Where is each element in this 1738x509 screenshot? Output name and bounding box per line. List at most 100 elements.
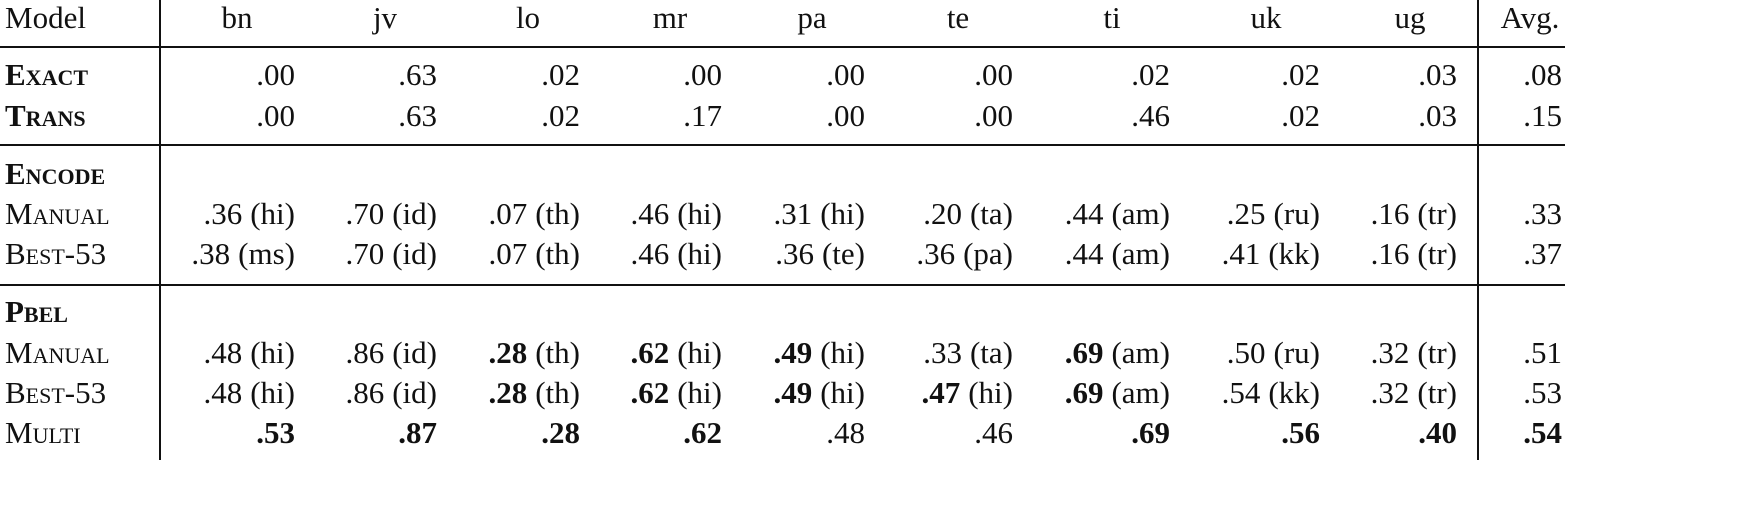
section-title: Pbel xyxy=(5,294,68,329)
model-name: Best-53 xyxy=(5,375,107,410)
cell-value: .46 xyxy=(974,415,1013,450)
cell-value: .17 xyxy=(683,98,722,133)
cell-language: (ru) xyxy=(1273,335,1320,370)
cell-language: (hi) xyxy=(677,375,722,410)
score-cell: .46 (hi) xyxy=(630,234,722,274)
score-cell: .69 (am) xyxy=(1065,373,1170,413)
cell-value: .44 xyxy=(1064,196,1104,231)
cell-language: (am) xyxy=(1111,335,1170,370)
model-name: Manual xyxy=(5,335,110,370)
vertical-rule xyxy=(1477,0,1479,460)
column-header: Avg. xyxy=(1500,0,1560,35)
score-cell: .07 (th) xyxy=(488,194,580,234)
cell-value: .63 xyxy=(398,98,437,133)
score-cell: .41 (kk) xyxy=(1222,234,1320,274)
score-cell: .25 (ru) xyxy=(1227,194,1320,234)
score-cell: .00 xyxy=(974,55,1013,95)
cell-value: .53 xyxy=(1523,375,1562,410)
cell-language: (id) xyxy=(392,236,437,271)
score-cell: .62 (hi) xyxy=(630,333,722,373)
cell-value: .40 xyxy=(1418,415,1457,450)
model-name: Best-53 xyxy=(5,236,107,271)
cell-value: .56 xyxy=(1281,415,1320,450)
column-header: lo xyxy=(515,0,541,35)
cell-value: .28 xyxy=(488,375,528,410)
average-cell: .33 xyxy=(1523,194,1562,234)
horizontal-rule xyxy=(0,46,1565,48)
score-cell: .48 xyxy=(826,413,865,453)
score-cell: .07 (th) xyxy=(488,234,580,274)
cell-value: .36 xyxy=(916,236,956,271)
cell-value: .07 xyxy=(488,196,528,231)
cell-value: .69 xyxy=(1064,335,1104,370)
cell-value: .36 xyxy=(203,196,243,231)
cell-language: (hi) xyxy=(968,375,1013,410)
cell-value: .25 xyxy=(1226,196,1266,231)
cell-value: .48 xyxy=(203,335,243,370)
average-cell: .54 xyxy=(1523,413,1562,453)
cell-language: (th) xyxy=(535,375,580,410)
cell-value: .86 xyxy=(345,335,385,370)
score-cell: .87 xyxy=(398,413,437,453)
cell-language: (am) xyxy=(1111,375,1170,410)
cell-language: (ms) xyxy=(238,236,295,271)
column-header: jv xyxy=(372,0,398,35)
cell-value: .53 xyxy=(256,415,295,450)
average-cell: .08 xyxy=(1523,55,1562,95)
model-name: Multi xyxy=(5,415,81,450)
cell-value: .54 xyxy=(1221,375,1261,410)
score-cell: .00 xyxy=(683,55,722,95)
cell-language: (kk) xyxy=(1268,375,1320,410)
score-cell: .03 xyxy=(1418,55,1457,95)
cell-value: .07 xyxy=(488,236,528,271)
cell-language: (ta) xyxy=(969,335,1013,370)
score-cell: .53 xyxy=(256,413,295,453)
cell-language: (kk) xyxy=(1268,236,1320,271)
model-name: Trans xyxy=(5,98,86,133)
cell-language: (pa) xyxy=(963,236,1013,271)
cell-language: (ru) xyxy=(1273,196,1320,231)
score-cell: .70 (id) xyxy=(345,194,437,234)
cell-value: .02 xyxy=(1281,57,1320,92)
cell-value: .37 xyxy=(1523,236,1562,271)
cell-value: .00 xyxy=(826,98,865,133)
cell-language: (hi) xyxy=(250,196,295,231)
cell-value: .32 xyxy=(1370,335,1410,370)
score-cell: .40 xyxy=(1418,413,1457,453)
cell-value: .16 xyxy=(1370,236,1410,271)
score-cell: .36 (hi) xyxy=(203,194,295,234)
cell-value: .51 xyxy=(1523,335,1562,370)
cell-value: .36 xyxy=(775,236,814,271)
score-cell: .02 xyxy=(541,55,580,95)
cell-value: .02 xyxy=(1281,98,1320,133)
cell-value: .70 xyxy=(345,236,385,271)
cell-value: .49 xyxy=(773,335,813,370)
score-cell: .36 (te) xyxy=(775,234,865,274)
average-cell: .15 xyxy=(1523,96,1562,136)
score-cell: .36 (pa) xyxy=(916,234,1013,274)
cell-language: (id) xyxy=(392,335,437,370)
score-cell: .03 xyxy=(1418,96,1457,136)
cell-value: .31 xyxy=(773,196,813,231)
score-cell: .69 (am) xyxy=(1065,333,1170,373)
cell-value: .28 xyxy=(541,415,580,450)
score-cell: .00 xyxy=(974,96,1013,136)
cell-language: (hi) xyxy=(820,196,865,231)
cell-value: .63 xyxy=(398,57,437,92)
cell-language: (tr) xyxy=(1417,236,1457,271)
cell-value: .62 xyxy=(630,375,670,410)
cell-value: .20 xyxy=(923,196,962,231)
cell-language: (tr) xyxy=(1417,375,1457,410)
vertical-rule xyxy=(159,0,161,460)
cell-language: (hi) xyxy=(677,236,722,271)
cell-value: .03 xyxy=(1418,98,1457,133)
cell-language: (hi) xyxy=(677,196,722,231)
score-cell: .02 xyxy=(541,96,580,136)
score-cell: .70 (id) xyxy=(345,234,437,274)
score-cell: .02 xyxy=(1281,55,1320,95)
score-cell: .46 (hi) xyxy=(630,194,722,234)
section-title: Encode xyxy=(5,156,106,191)
score-cell: .56 xyxy=(1281,413,1320,453)
cell-value: .46 xyxy=(1131,98,1170,133)
cell-value: .62 xyxy=(683,415,722,450)
